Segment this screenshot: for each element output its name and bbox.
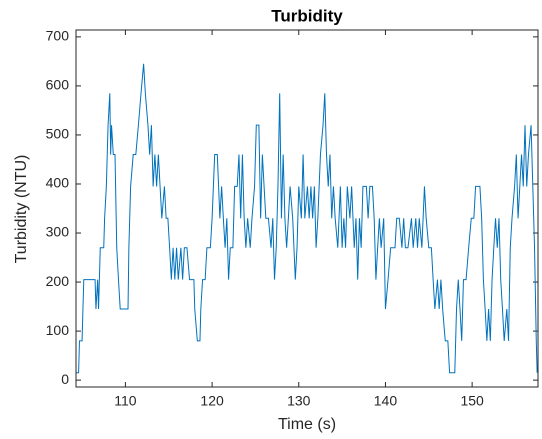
- data-line: [76, 63, 538, 374]
- y-tick-label: 700: [46, 28, 70, 44]
- y-tick-label: 100: [46, 322, 70, 338]
- y-tick-label: 600: [46, 77, 70, 93]
- x-tick-label: 140: [374, 393, 398, 409]
- y-tick-label: 200: [46, 273, 70, 289]
- x-tick-label: 130: [287, 393, 311, 409]
- y-tick-label: 300: [46, 224, 70, 240]
- axes-box: [75, 29, 539, 388]
- x-axis-label: Time (s): [278, 416, 336, 433]
- x-tick-label: 110: [114, 393, 137, 409]
- chart-title: Turbidity: [271, 6, 343, 25]
- y-axis-label: Turbidity (NTU): [13, 155, 30, 264]
- x-tick-label: 120: [200, 393, 224, 409]
- y-tick-label: 400: [46, 175, 70, 191]
- y-tick-label: 0: [61, 371, 69, 387]
- y-tick-label: 500: [46, 126, 70, 142]
- x-tick-label: 150: [460, 393, 484, 409]
